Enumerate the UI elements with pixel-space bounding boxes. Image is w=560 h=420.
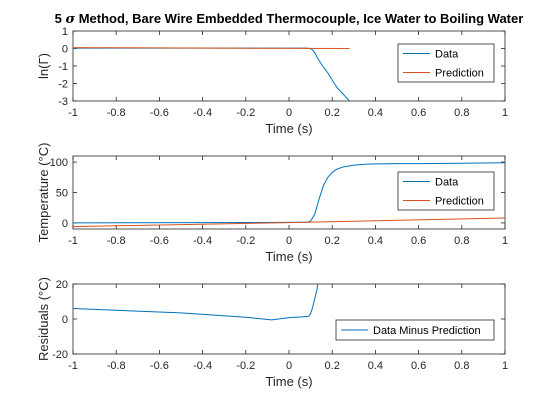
subplot-temperature: -1 -0.8 -0.6 -0.4 -0.2 0 0.2 0.4 0.6 0.8 1 0 50 100 Ti… (36, 143, 508, 264)
legend-box (397, 171, 495, 211)
x-tick-label: -1 (68, 360, 78, 372)
y-tick-label: 0 (62, 44, 68, 56)
x-tick-label: 0 (286, 235, 292, 247)
x-tick-label: -0.2 (236, 107, 255, 119)
x-tick-label: 0.4 (368, 107, 383, 119)
x-tick-label: 0.2 (325, 107, 340, 119)
y-axis-label: ln(Γ) (36, 53, 51, 79)
legend-label: Data Minus Prediction (373, 325, 481, 337)
figure-title: 5 σ Method, Bare Wire Embedded Thermocou… (55, 11, 524, 27)
x-tick-label: 0.8 (454, 360, 469, 372)
x-tick-label: 0.2 (325, 360, 340, 372)
legend-label: Data (435, 177, 459, 189)
x-tick-label: 0.6 (411, 360, 426, 372)
y-tick-label: 100 (50, 157, 68, 169)
series-line-1 (73, 217, 505, 228)
x-tick-label: 0.8 (454, 235, 469, 247)
y-tick-label: 50 (56, 188, 68, 200)
legend-label: Prediction (435, 68, 484, 80)
x-tick-label: -0.4 (193, 107, 212, 119)
legend: Data Minus Prediction (335, 319, 495, 341)
subplot-residuals: -1 -0.8 -0.6 -0.4 -0.2 0 0.2 0.4 0.6 0.8 1 -20 0 20 Ti… (36, 277, 508, 389)
axes-box (72, 283, 506, 355)
y-axis-label: Temperature (°C) (36, 143, 51, 243)
x-tick-label: -0.2 (236, 235, 255, 247)
subplot-ln-gamma: -1 -0.8 -0.6 -0.4 -0.2 0 0.2 0.4 0.6 0.8 1 -3 -2 -1 0 1… (36, 26, 508, 136)
y-tick-label: -20 (52, 349, 68, 361)
x-tick-label: 0.6 (411, 235, 426, 247)
x-tick-label: 1 (502, 360, 508, 372)
series-line-0 (73, 162, 505, 224)
x-tick-label: -0.4 (193, 235, 212, 247)
x-tick-label: 0 (286, 360, 292, 372)
x-tick-label: 0 (286, 107, 292, 119)
x-tick-label: -1 (68, 235, 78, 247)
legend-box (335, 319, 495, 341)
x-tick-label: 0.2 (325, 235, 340, 247)
x-tick-label: 1 (502, 235, 508, 247)
y-tick-label: -1 (58, 61, 68, 73)
x-tick-label: -0.2 (236, 360, 255, 372)
x-tick-label: 1 (502, 107, 508, 119)
legend: Data Prediction (397, 43, 495, 83)
x-tick-label: -1 (68, 107, 78, 119)
y-tick-label: -3 (58, 96, 68, 108)
x-tick-label: -0.4 (193, 360, 212, 372)
x-tick-label: -0.8 (107, 107, 126, 119)
x-tick-label: 0.4 (368, 360, 383, 372)
legend-label: Data (435, 49, 459, 61)
x-tick-label: 0.4 (368, 235, 383, 247)
x-tick-label: -0.6 (150, 107, 169, 119)
x-axis-label: Time (s) (265, 249, 312, 264)
x-tick-label: 0.8 (454, 107, 469, 119)
y-tick-label: 0 (62, 314, 68, 326)
y-axis-label: Residuals (°C) (36, 277, 51, 361)
y-tick-label: 20 (56, 279, 68, 291)
legend-box (397, 43, 495, 83)
x-tick-label: -0.6 (150, 235, 169, 247)
x-axis-label: Time (s) (265, 121, 312, 136)
series-line-1 (73, 47, 350, 49)
x-axis-label: Time (s) (265, 374, 312, 389)
x-tick-label: -0.8 (107, 360, 126, 372)
x-tick-label: -0.8 (107, 235, 126, 247)
sigma-symbol: σ (66, 12, 76, 27)
legend: Data Prediction (397, 171, 495, 211)
legend-label: Prediction (435, 196, 484, 208)
y-tick-label: 0 (62, 218, 68, 230)
x-tick-label: -0.6 (150, 360, 169, 372)
y-tick-label: -2 (58, 79, 68, 91)
x-tick-label: 0.6 (411, 107, 426, 119)
y-tick-label: 1 (62, 26, 68, 38)
series-line-0 (73, 284, 319, 321)
